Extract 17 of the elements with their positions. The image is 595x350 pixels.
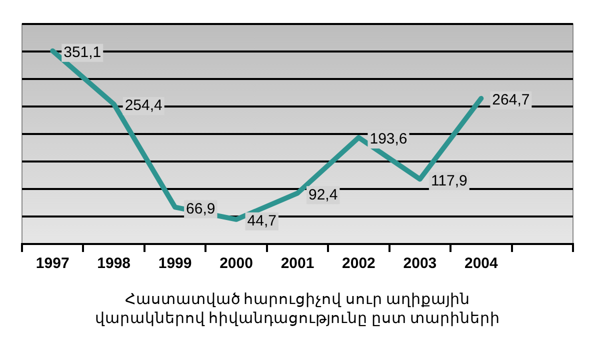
x-tick-label: 1999 [158,255,192,272]
data-label: 351,1 [64,44,102,62]
text: Հաստատված հարուցիչով սուր աղիքային վարակներով հիվանդացությունը ըստ տարիների [94,291,502,328]
data-label: 117,9 [430,172,468,190]
x-tick-label: 1997 [36,255,70,272]
x-tick-label: 2004 [464,255,499,272]
data-label: 92,4 [308,186,338,204]
x-tick-label: 2001 [280,255,314,272]
data-label: 66,9 [186,200,216,218]
x-tick-label: 1998 [97,255,131,272]
x-tick-label: 2000 [220,255,253,272]
x-tick-label: 2003 [403,255,437,272]
data-label: 44,7 [247,212,276,230]
data-label: 264,7 [492,92,530,109]
data-label: 254,4 [124,97,162,114]
x-tick-label: 2002 [342,255,376,272]
data-label: 193,6 [370,130,408,148]
